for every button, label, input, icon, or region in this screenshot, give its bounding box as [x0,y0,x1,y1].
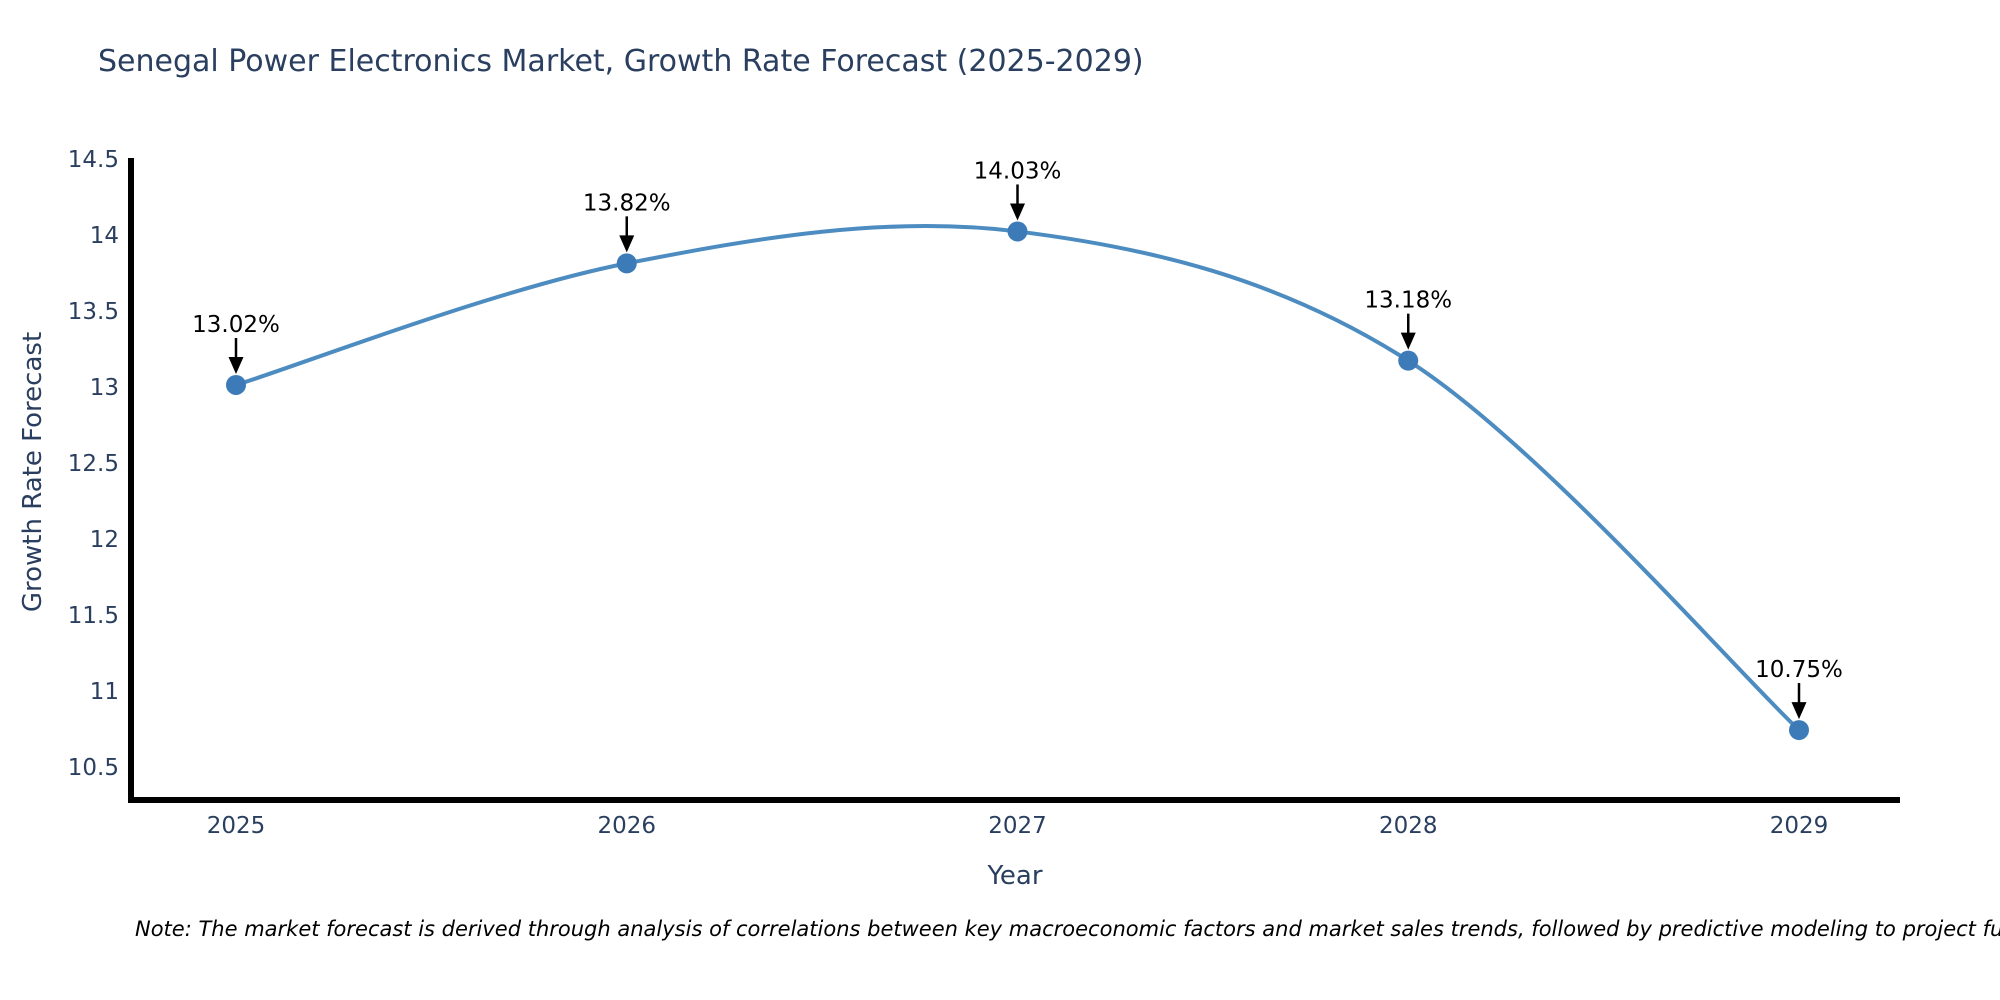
data-point-marker[interactable] [616,253,637,274]
annotation-arrowhead-icon [1010,203,1025,221]
x-tick-label: 2026 [597,813,656,839]
x-tick-label: 2028 [1379,813,1438,839]
footnote: Note: The market forecast is derived thr… [135,917,2000,941]
annotation-label: 13.18% [1364,288,1452,314]
y-tick-label: 14 [90,223,119,249]
y-tick-label: 13 [90,375,119,401]
x-tick-label: 2029 [1770,813,1829,839]
annotation-arrowhead-icon [619,235,635,253]
annotation-label: 13.82% [583,190,671,216]
annotation-arrowhead-icon [228,356,244,374]
data-point-marker[interactable] [1398,350,1419,371]
y-tick-label: 13.5 [68,299,119,325]
x-axis-title: Year [987,861,1043,891]
data-point-marker[interactable] [1007,221,1028,242]
y-tick-label: 12.5 [68,451,119,477]
y-tick-label: 10.5 [68,755,119,781]
y-axis-title: Growth Rate Forecast [18,331,48,613]
x-tick-label: 2025 [207,813,266,839]
annotation-arrowhead-icon [1400,332,1416,350]
annotation-arrowhead-icon [1791,702,1807,720]
y-tick-label: 11.5 [68,603,119,629]
forecast-spline-line [235,223,1801,732]
annotation-label: 14.03% [974,158,1062,184]
y-tick-label: 11 [90,679,119,705]
annotation-label: 10.75% [1755,657,1843,683]
data-point-marker[interactable] [226,374,246,395]
data-point-marker[interactable] [1789,720,1809,741]
chart-title: Senegal Power Electronics Market, Growth… [98,44,1144,79]
annotation-label: 13.02% [192,312,280,338]
y-tick-label: 14.5 [68,147,119,173]
x-tick-label: 2027 [988,813,1047,839]
y-tick-label: 12 [90,527,119,553]
